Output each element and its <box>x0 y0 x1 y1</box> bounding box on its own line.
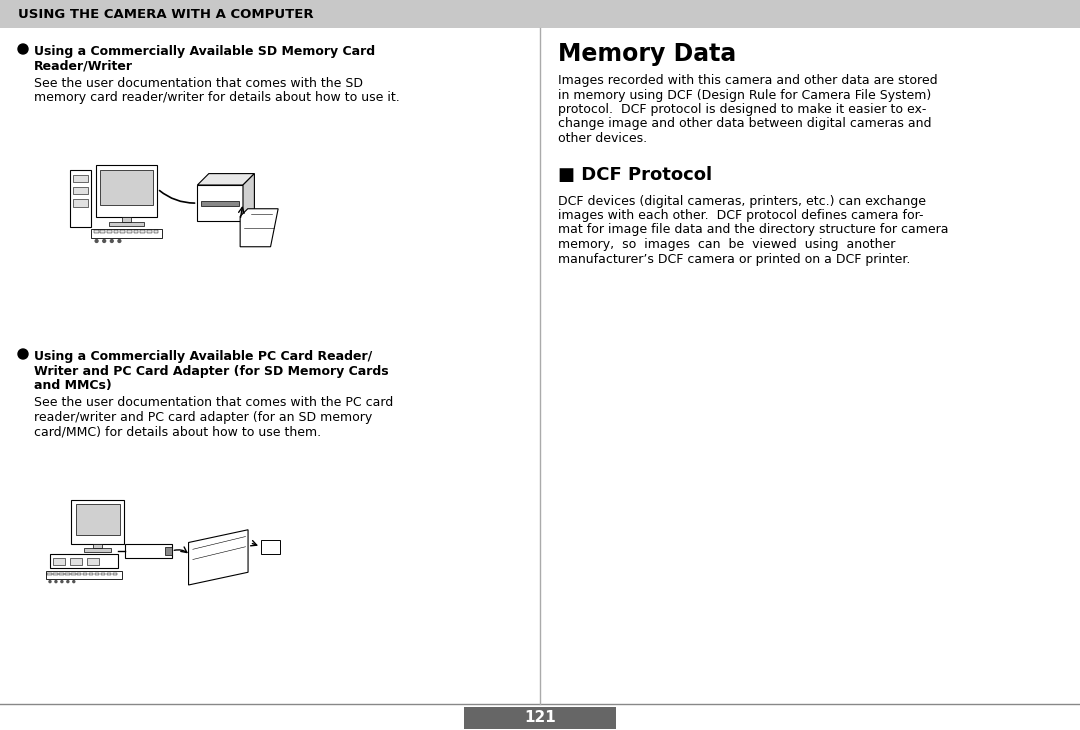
Circle shape <box>72 580 75 583</box>
Text: Images recorded with this camera and other data are stored: Images recorded with this camera and oth… <box>558 74 937 87</box>
Bar <box>464 707 616 729</box>
Bar <box>134 230 138 233</box>
Circle shape <box>18 349 28 359</box>
Text: Writer and PC Card Adapter (for SD Memory Cards: Writer and PC Card Adapter (for SD Memor… <box>33 364 389 377</box>
Text: and MMCs): and MMCs) <box>33 379 111 392</box>
Bar <box>198 185 243 221</box>
Bar <box>59 572 64 575</box>
Bar <box>87 558 99 564</box>
Polygon shape <box>189 530 248 585</box>
Bar <box>100 170 152 205</box>
Bar <box>48 572 52 575</box>
Bar <box>109 222 144 226</box>
Circle shape <box>18 44 28 54</box>
Circle shape <box>118 239 121 242</box>
Text: protocol.  DCF protocol is designed to make it easier to ex-: protocol. DCF protocol is designed to ma… <box>558 103 927 116</box>
Bar <box>120 230 125 233</box>
Text: See the user documentation that comes with the SD: See the user documentation that comes wi… <box>33 77 363 90</box>
Text: USING THE CAMERA WITH A COMPUTER: USING THE CAMERA WITH A COMPUTER <box>18 7 313 20</box>
Text: other devices.: other devices. <box>558 132 647 145</box>
Circle shape <box>49 580 51 583</box>
Bar <box>122 218 132 222</box>
Bar <box>77 572 81 575</box>
Text: 121: 121 <box>524 710 556 726</box>
Bar <box>70 170 91 227</box>
Text: reader/writer and PC card adapter (for an SD memory: reader/writer and PC card adapter (for a… <box>33 411 373 424</box>
Bar <box>0 0 1080 28</box>
Bar <box>72 174 89 182</box>
Circle shape <box>103 239 106 242</box>
Bar <box>93 544 102 548</box>
Text: memory card reader/writer for details about how to use it.: memory card reader/writer for details ab… <box>33 91 400 104</box>
Circle shape <box>67 580 69 583</box>
Text: memory,  so  images  can  be  viewed  using  another: memory, so images can be viewed using an… <box>558 238 895 251</box>
Bar <box>113 230 119 233</box>
Text: ■ DCF Protocol: ■ DCF Protocol <box>558 166 712 185</box>
Bar <box>94 230 98 233</box>
Bar <box>71 572 76 575</box>
Text: images with each other.  DCF protocol defines camera for-: images with each other. DCF protocol def… <box>558 209 923 222</box>
Text: manufacturer’s DCF camera or printed on a DCF printer.: manufacturer’s DCF camera or printed on … <box>558 253 910 266</box>
Bar <box>70 558 82 564</box>
Text: Memory Data: Memory Data <box>558 42 737 66</box>
Bar <box>96 165 158 218</box>
Bar <box>72 187 89 194</box>
Bar <box>95 572 99 575</box>
Bar <box>127 230 132 233</box>
Text: Reader/Writer: Reader/Writer <box>33 60 133 72</box>
Circle shape <box>55 580 57 583</box>
Bar <box>102 572 105 575</box>
Bar <box>89 572 93 575</box>
Circle shape <box>110 239 113 242</box>
Bar <box>72 199 89 207</box>
Polygon shape <box>198 174 255 185</box>
Bar <box>91 228 162 238</box>
Bar <box>107 572 111 575</box>
Circle shape <box>95 239 98 242</box>
Text: change image and other data between digital cameras and: change image and other data between digi… <box>558 118 931 131</box>
Text: mat for image file data and the directory structure for camera: mat for image file data and the director… <box>558 223 948 237</box>
Text: Using a Commercially Available SD Memory Card: Using a Commercially Available SD Memory… <box>33 45 375 58</box>
Bar <box>65 572 69 575</box>
Text: See the user documentation that comes with the PC card: See the user documentation that comes wi… <box>33 396 393 410</box>
Bar <box>76 504 120 535</box>
Bar <box>153 230 159 233</box>
Text: Using a Commercially Available PC Card Reader/: Using a Commercially Available PC Card R… <box>33 350 373 363</box>
Bar <box>165 547 172 556</box>
Bar <box>84 548 111 552</box>
Bar <box>100 230 105 233</box>
Bar <box>260 540 280 553</box>
Bar <box>113 572 117 575</box>
Circle shape <box>60 580 63 583</box>
Bar <box>71 500 124 544</box>
Bar <box>140 230 145 233</box>
Text: DCF devices (digital cameras, printers, etc.) can exchange: DCF devices (digital cameras, printers, … <box>558 194 926 207</box>
Bar <box>50 554 118 568</box>
Bar <box>125 544 172 558</box>
Bar <box>147 230 151 233</box>
Bar <box>45 572 122 579</box>
Polygon shape <box>243 174 255 221</box>
Bar <box>53 572 57 575</box>
Bar <box>83 572 87 575</box>
Text: card/MMC) for details about how to use them.: card/MMC) for details about how to use t… <box>33 426 321 439</box>
Bar <box>201 201 239 206</box>
Bar <box>107 230 112 233</box>
Polygon shape <box>240 209 279 247</box>
Bar <box>53 558 65 564</box>
Text: in memory using DCF (Design Rule for Camera File System): in memory using DCF (Design Rule for Cam… <box>558 88 931 101</box>
